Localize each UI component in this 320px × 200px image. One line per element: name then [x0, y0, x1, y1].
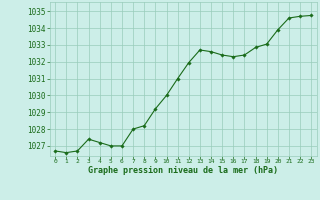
X-axis label: Graphe pression niveau de la mer (hPa): Graphe pression niveau de la mer (hPa)	[88, 166, 278, 175]
